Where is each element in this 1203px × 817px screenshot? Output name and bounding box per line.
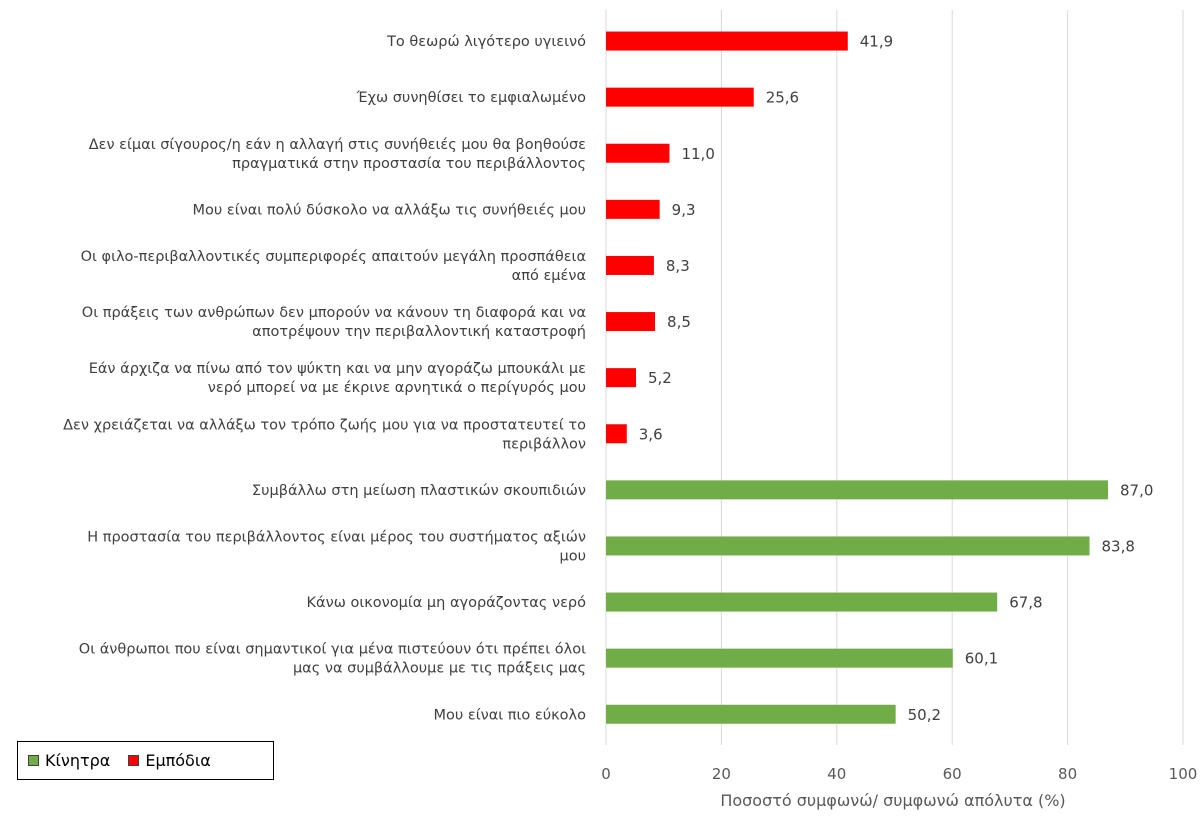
x-axis-ticks: 0 20 40 60 80 100 xyxy=(601,765,1197,783)
x-tick-label: 60 xyxy=(943,765,962,783)
legend-item-empodia: Εμπόδια xyxy=(128,751,211,770)
gridlines xyxy=(605,10,1184,745)
category-label: Μου είναι πιο εύκολο xyxy=(433,707,586,723)
bar-9 xyxy=(606,480,1108,500)
data-label: 60,1 xyxy=(965,650,998,668)
category-label: Οι άνθρωποι που είναι σημαντικοί για μέν… xyxy=(79,642,586,677)
category-label: Το θεωρώ λιγότερο υγιεινό xyxy=(386,34,586,50)
data-label: 50,2 xyxy=(908,706,941,724)
legend-label-kinitra: Κίνητρα xyxy=(45,751,111,770)
data-label: 11,0 xyxy=(681,145,714,163)
category-labels: Το θεωρώ λιγότερο υγιεινό Έχω συνηθίσει τ… xyxy=(63,34,586,723)
category-label: Έχω συνηθίσει το εμφιαλωμένο xyxy=(356,90,586,106)
legend-label-empodia: Εμπόδια xyxy=(145,751,211,770)
category-label: Η προστασία του περιβάλλοντος είναι μέρο… xyxy=(87,529,586,564)
bar-8 xyxy=(606,424,627,444)
category-label: Δεν είμαι σίγουρος/η εάν η αλλαγή στις σ… xyxy=(89,137,586,172)
data-label: 8,3 xyxy=(666,257,690,275)
x-tick-label: 40 xyxy=(827,765,846,783)
bar-11 xyxy=(606,592,998,612)
legend-swatch-kinitra xyxy=(28,755,39,766)
bar-10 xyxy=(606,536,1090,556)
category-label: Οι φιλο-περιβαλλοντικές συμπεριφορές απα… xyxy=(81,249,586,284)
data-label: 83,8 xyxy=(1102,537,1135,555)
bar-2 xyxy=(606,87,754,107)
bar-4 xyxy=(606,199,660,219)
category-label: Συμβάλλω στη μείωση πλαστικών σκουπιδιών xyxy=(252,483,586,499)
x-tick-label: 80 xyxy=(1058,765,1077,783)
bar-3 xyxy=(606,143,670,163)
legend-item-kinitra: Κίνητρα xyxy=(28,751,110,770)
data-label: 87,0 xyxy=(1120,481,1153,499)
data-label: 3,6 xyxy=(639,425,663,443)
bar-12 xyxy=(606,648,953,668)
data-label: 67,8 xyxy=(1009,594,1042,612)
x-tick-label: 100 xyxy=(1169,765,1198,783)
x-tick-label: 20 xyxy=(712,765,731,783)
x-axis-title: Ποσοστό συμφωνώ/ συμφωνώ απόλυτα (%) xyxy=(720,791,1065,810)
bar-7 xyxy=(606,368,637,388)
bar-6 xyxy=(606,312,656,332)
legend-swatch-empodia xyxy=(128,755,140,766)
category-label: Δεν χρειάζεται να αλλάξω τον τρόπο ζωής … xyxy=(63,417,586,452)
category-label: Μου είναι πολύ δύσκολο να αλλάξω τις συν… xyxy=(193,202,586,218)
data-label: 8,5 xyxy=(667,313,691,331)
data-label: 5,2 xyxy=(648,369,672,387)
value-labels: 41,9 25,6 11,0 9,3 8,3 8,5 5,2 3,6 87,0 83,8 67,8 6… xyxy=(639,33,1154,724)
bar-1 xyxy=(606,31,848,51)
data-label: 9,3 xyxy=(672,201,696,219)
legend: Κίνητρα Εμπόδια xyxy=(17,741,274,780)
data-label: 25,6 xyxy=(766,89,799,107)
category-label: Κάνω οικονομία μη αγοράζοντας νερό xyxy=(307,595,587,611)
data-label: 41,9 xyxy=(860,33,893,51)
x-tick-label: 0 xyxy=(601,765,611,783)
category-label: Οι πράξεις των ανθρώπων δεν μπορούν να κ… xyxy=(82,305,586,340)
bars xyxy=(606,31,1108,724)
bar-13 xyxy=(606,704,896,724)
category-label: Εάν άρχιζα να πίνω από τον ψύκτη και να … xyxy=(89,361,586,396)
bar-5 xyxy=(606,255,654,275)
